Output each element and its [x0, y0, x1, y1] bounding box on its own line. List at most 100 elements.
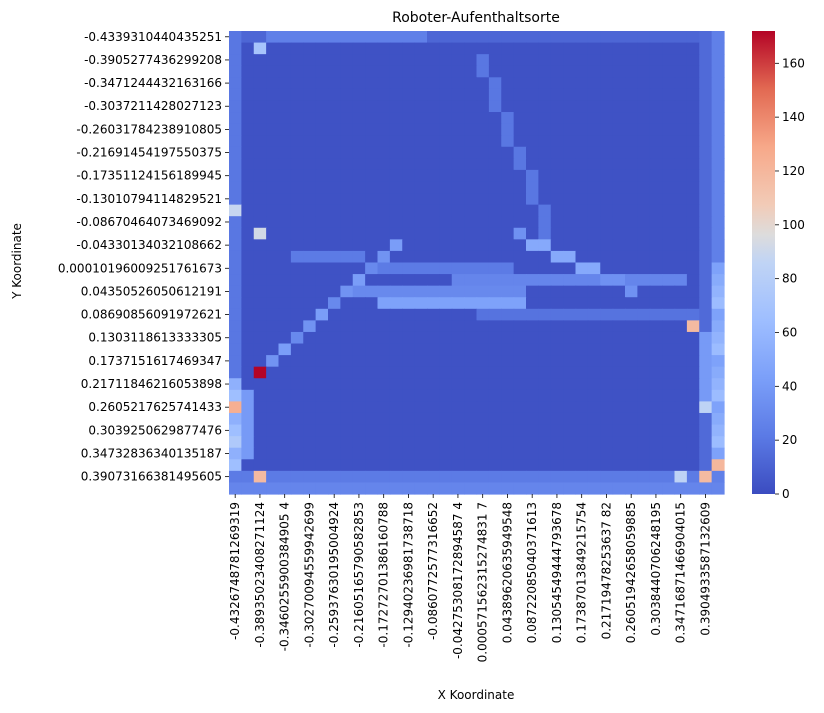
heatmap-cell	[476, 389, 490, 402]
heatmap-cell	[352, 285, 366, 298]
heatmap-cell	[377, 216, 391, 229]
heatmap-cell	[612, 42, 626, 55]
heatmap-cell	[587, 216, 601, 229]
heatmap-cell	[538, 436, 552, 449]
heatmap-cell	[278, 227, 292, 240]
heatmap-cell	[686, 54, 700, 67]
heatmap-cell	[600, 54, 614, 67]
heatmap-cell	[550, 216, 564, 229]
heatmap-cell	[686, 378, 700, 391]
heatmap-cell	[550, 482, 564, 495]
heatmap-cell	[563, 146, 577, 159]
heatmap-cell	[290, 274, 304, 287]
heatmap-cell	[278, 401, 292, 414]
heatmap-cell	[488, 447, 502, 460]
heatmap-cell	[303, 146, 317, 159]
heatmap-cell	[290, 436, 304, 449]
heatmap-cell	[476, 158, 490, 171]
heatmap-cell	[612, 262, 626, 275]
heatmap-cell	[377, 250, 391, 264]
heatmap-cell	[674, 42, 688, 55]
heatmap-cell	[451, 181, 465, 194]
heatmap-cell	[229, 146, 242, 159]
heatmap-cell	[365, 389, 379, 402]
heatmap-cell	[266, 65, 280, 78]
heatmap-cell	[649, 112, 663, 125]
heatmap-cell	[649, 204, 663, 217]
heatmap-cell	[686, 308, 700, 321]
heatmap-cell	[253, 42, 267, 55]
heatmap-cell	[575, 239, 589, 252]
heatmap-cell	[476, 123, 490, 136]
heatmap-cell	[439, 308, 453, 321]
heatmap-cell	[538, 112, 552, 125]
heatmap-cell	[427, 77, 440, 90]
heatmap-cell	[340, 424, 354, 437]
heatmap-cell	[464, 100, 478, 113]
heatmap-cell	[414, 193, 428, 206]
heatmap-cell	[451, 112, 465, 125]
heatmap-cell	[575, 389, 589, 402]
heatmap-cell	[625, 239, 638, 252]
heatmap-cell	[513, 135, 527, 148]
heatmap-cell	[637, 285, 651, 298]
heatmap-cell	[427, 366, 440, 379]
heatmap-cell	[278, 54, 292, 67]
heatmap-cell	[637, 470, 651, 484]
heatmap-cell	[290, 123, 304, 136]
heatmap-cell	[266, 216, 280, 229]
heatmap-cell	[600, 65, 614, 78]
heatmap-cell	[550, 65, 564, 78]
heatmap-cell	[550, 158, 564, 171]
heatmap-cell	[377, 285, 391, 298]
heatmap-cell	[278, 343, 292, 356]
heatmap-cell	[451, 77, 465, 90]
heatmap-cell	[600, 169, 614, 183]
heatmap-cell	[328, 331, 341, 345]
heatmap-cell	[377, 100, 391, 113]
heatmap-cell	[625, 146, 638, 159]
heatmap-cell	[575, 459, 589, 472]
heatmap-cell	[550, 285, 564, 298]
colorbar-tick-label: 160	[782, 56, 805, 70]
heatmap-cell	[365, 482, 379, 495]
heatmap-cell	[352, 204, 366, 217]
heatmap-cell	[352, 250, 366, 264]
heatmap-cell	[488, 274, 502, 287]
heatmap-cell	[414, 158, 428, 171]
y-tick-label: 0.3039250629877476	[88, 423, 222, 437]
heatmap-cell	[290, 401, 304, 414]
heatmap-cell	[662, 331, 676, 345]
heatmap-cell	[389, 436, 403, 449]
heatmap-cell	[476, 146, 490, 159]
heatmap-cell	[303, 169, 317, 183]
heatmap-cell	[303, 401, 317, 414]
heatmap-cell	[662, 169, 676, 183]
heatmap-cell	[501, 135, 515, 148]
heatmap-cell	[253, 355, 267, 368]
heatmap-cell	[674, 470, 688, 484]
heatmap-cell	[711, 285, 725, 298]
heatmap-cell	[550, 297, 564, 310]
heatmap-cell	[686, 320, 700, 333]
heatmap-cell	[389, 320, 403, 333]
heatmap-cell	[389, 470, 403, 484]
heatmap-cell	[340, 308, 354, 321]
heatmap-cell	[439, 401, 453, 414]
heatmap-cell	[229, 378, 242, 391]
heatmap-cell	[439, 158, 453, 171]
heatmap-cell	[674, 308, 688, 321]
heatmap-cell	[538, 181, 552, 194]
heatmap-cell	[241, 355, 255, 368]
heatmap-cell	[365, 112, 379, 125]
heatmap-cell	[464, 146, 478, 159]
x-tick-label: 0.04389620635949548	[500, 502, 514, 643]
heatmap-cell	[476, 77, 490, 90]
heatmap-cell	[563, 158, 577, 171]
heatmap-cell	[711, 193, 725, 206]
heatmap-cell	[439, 88, 453, 102]
heatmap-cell	[290, 424, 304, 437]
heatmap-cell	[315, 343, 329, 356]
heatmap-cell	[526, 31, 539, 44]
